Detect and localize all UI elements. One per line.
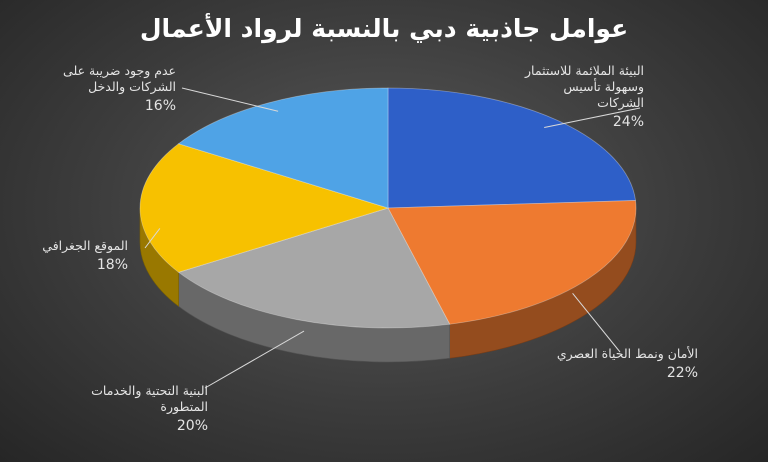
leader-lines — [144, 87, 641, 389]
label-percent: 20% — [176, 418, 208, 434]
pie-slice — [177, 87, 389, 209]
leader-line — [572, 292, 621, 353]
pie-slice — [177, 207, 451, 329]
leader-line — [181, 87, 279, 112]
label-text: البنية التحتية والخدمات المتطورة — [91, 383, 208, 414]
leader-line — [144, 228, 161, 249]
leader-line — [204, 330, 305, 389]
pie-slice — [387, 200, 637, 325]
chart-title: عوامل جاذبية دبي بالنسبة لرواد الأعمال — [139, 14, 629, 43]
label-no-tax: عدم وجود ضريبة على الشركات والدخل 16% — [16, 63, 176, 114]
pie-slice — [387, 87, 636, 209]
pie-slice — [139, 143, 390, 273]
label-security-lifestyle: الأمان ونمط الحياة العصري 22% — [548, 346, 698, 381]
label-geographic-location: الموقع الجغرافي 18% — [18, 238, 128, 273]
label-percent: 22% — [666, 365, 698, 381]
leader-line — [544, 107, 641, 129]
label-text: عدم وجود ضريبة على الشركات والدخل — [63, 63, 176, 94]
label-percent: 18% — [96, 257, 128, 273]
label-infrastructure: البنية التحتية والخدمات المتطورة 20% — [58, 383, 208, 434]
label-percent: 24% — [612, 114, 644, 130]
label-text: البيئة الملائمة للاستثمار وسهولة تأسيس ا… — [525, 63, 644, 110]
label-investment-environment: البيئة الملائمة للاستثمار وسهولة تأسيس ا… — [516, 63, 644, 130]
label-percent: 16% — [144, 98, 176, 114]
label-text: الموقع الجغرافي — [42, 238, 128, 253]
label-text: الأمان ونمط الحياة العصري — [556, 346, 698, 361]
pie-slices — [139, 87, 637, 329]
